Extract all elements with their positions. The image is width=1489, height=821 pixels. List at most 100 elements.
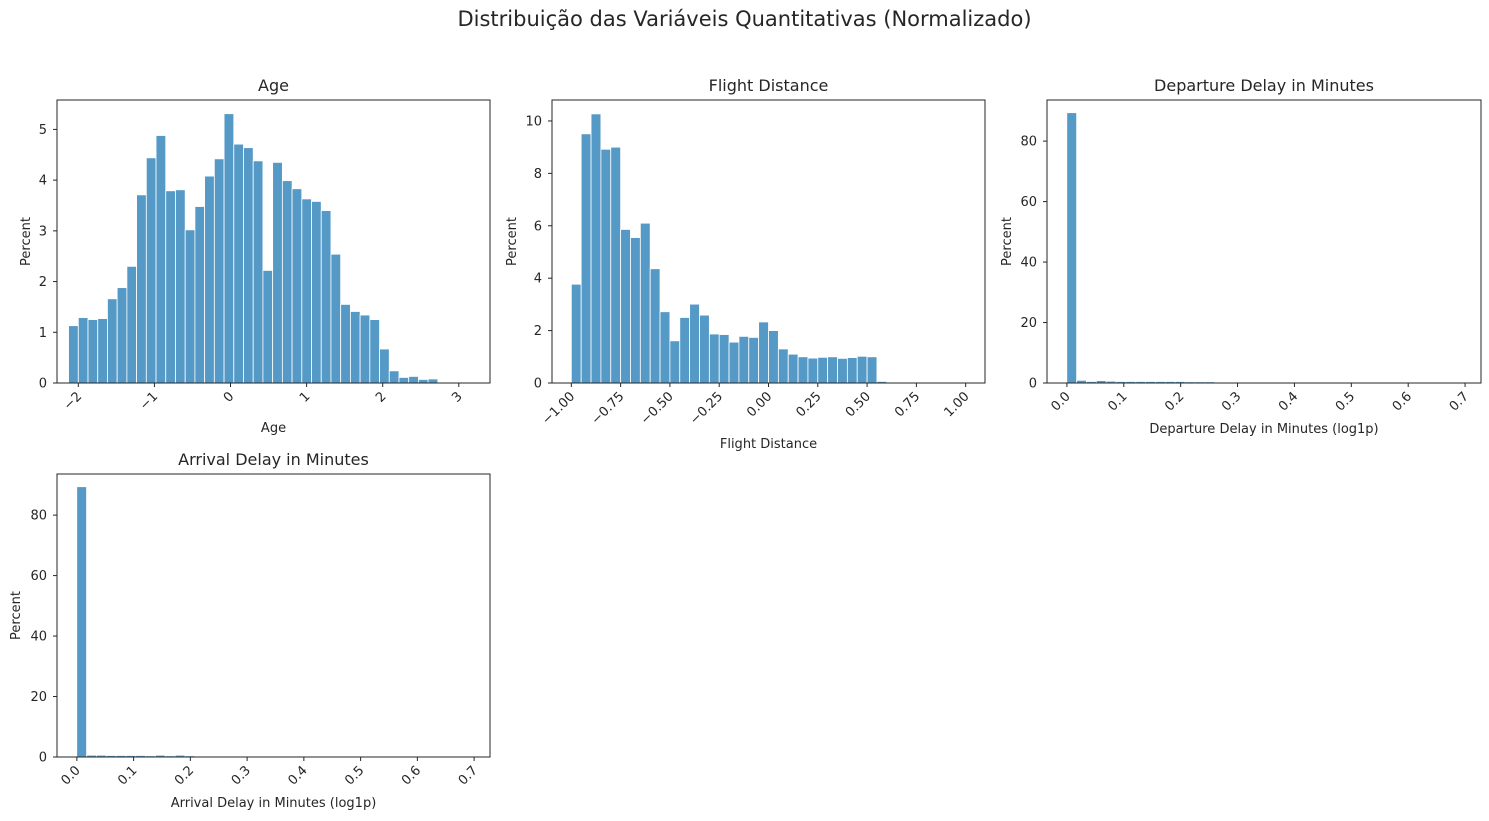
histogram-bar	[708, 333, 720, 384]
y-axis-label: Percent	[19, 217, 34, 266]
histogram-bar	[126, 265, 137, 384]
x-tick-label: 0.4	[285, 763, 310, 788]
histogram-bar	[807, 357, 819, 384]
histogram-bar	[87, 319, 99, 384]
x-tick-label: 0.5	[342, 763, 367, 788]
x-tick-label: 1.00	[941, 389, 972, 420]
histogram-bar	[427, 378, 439, 384]
y-tick-label: 10	[525, 114, 542, 129]
figure-title: Distribuição das Variáveis Quantitativas…	[457, 7, 1032, 31]
histogram-bar	[590, 113, 602, 384]
histogram-bar	[155, 135, 167, 384]
histogram-bar	[669, 340, 681, 384]
plot-frame	[56, 473, 491, 758]
y-tick-label: 80	[1020, 135, 1037, 150]
histogram-bar	[679, 317, 691, 384]
histogram-bar	[165, 190, 176, 384]
histogram-bar	[699, 314, 710, 384]
y-tick-label: 4	[534, 272, 542, 287]
y-tick-label: 0	[1029, 377, 1037, 392]
histogram-bar	[649, 268, 661, 384]
y-tick-label: 1	[39, 326, 47, 341]
subplot-title: Arrival Delay in Minutes	[178, 450, 369, 469]
histogram-bar	[379, 348, 390, 384]
histogram-bar	[777, 348, 789, 384]
histogram-bar	[768, 330, 779, 384]
x-tick-label: −1	[137, 389, 161, 413]
x-tick-label: 0.7	[1447, 389, 1472, 414]
histogram-bar	[738, 335, 750, 384]
histogram-bar	[77, 317, 89, 384]
y-tick-label: 0	[39, 751, 47, 766]
histogram-bar	[846, 357, 858, 384]
histogram-bar	[184, 229, 196, 384]
histogram-bar	[281, 180, 293, 384]
y-tick-label: 80	[30, 509, 47, 524]
x-tick-label: −0.25	[687, 389, 726, 428]
y-tick-label: 8	[534, 167, 542, 182]
y-tick-label: 60	[1020, 195, 1037, 210]
histogram-bar	[689, 303, 700, 384]
histogram-bar	[827, 356, 838, 384]
y-tick-label: 20	[30, 690, 47, 705]
subplot-4: 0 20 40 60 80 0.0 0.1 0.2 0.3 0.4 0.5 0.6 0.7 Arrival…	[9, 450, 491, 811]
subplot-2: 0 2 4 6 8 10 −1.00 −0.75 −0.50 −0.25 0.00 0.25 0.50 0…	[505, 76, 986, 452]
histogram-bar	[610, 146, 622, 384]
y-tick-label: 40	[30, 630, 47, 645]
histogram-bar	[1066, 112, 1078, 384]
histogram-bar	[398, 377, 410, 384]
histogram-bar	[639, 222, 651, 384]
histogram-bar	[145, 157, 157, 384]
histogram-bar	[175, 189, 186, 384]
histogram-bar	[97, 318, 108, 384]
histogram-bar	[116, 287, 128, 384]
histogram-bar	[291, 188, 303, 384]
histogram-bar	[243, 147, 254, 384]
histogram-bar	[311, 201, 322, 384]
y-tick-label: 20	[1020, 316, 1037, 331]
x-tick-label: 0.0	[58, 763, 83, 788]
subplot-title: Flight Distance	[709, 76, 829, 95]
x-tick-label: 0.0	[1049, 389, 1074, 414]
y-axis-label: Percent	[505, 217, 520, 266]
x-tick-label: −2	[61, 389, 85, 413]
histogram-bar	[349, 311, 361, 384]
histogram-bar	[340, 303, 351, 384]
x-tick-label: −0.75	[589, 389, 628, 428]
histogram-bar	[728, 341, 740, 384]
x-tick-label: 3	[449, 389, 465, 405]
histogram-bar	[748, 337, 760, 384]
x-axis-label: Flight Distance	[720, 437, 817, 452]
histogram-bar	[76, 486, 87, 758]
x-axis-label: Departure Delay in Minutes (log1p)	[1149, 422, 1378, 437]
x-tick-label: 0.1	[1105, 389, 1130, 414]
histogram-bar	[213, 158, 225, 384]
y-tick-label: 0	[534, 377, 542, 392]
x-tick-label: 0.75	[892, 389, 923, 420]
y-tick-label: 2	[534, 324, 542, 339]
x-axis-label: Age	[261, 421, 286, 436]
x-tick-label: 0	[221, 389, 237, 405]
histogram-bar	[359, 314, 371, 384]
x-tick-label: −0.50	[638, 389, 677, 428]
plot-frame	[56, 99, 491, 384]
histogram-bar	[223, 113, 235, 384]
histogram-bar	[408, 376, 419, 384]
histogram-bar	[620, 229, 631, 384]
x-tick-label: −1.00	[539, 389, 578, 428]
histogram-bar	[630, 237, 641, 384]
histogram-bar	[797, 356, 809, 384]
histogram-bar	[580, 133, 592, 384]
histogram-bar	[787, 353, 799, 384]
histogram-bar	[320, 210, 332, 384]
histogram-bar	[758, 321, 769, 384]
histogram-bar	[600, 148, 612, 384]
histogram-bar	[388, 370, 400, 384]
histogram-bar	[817, 356, 829, 384]
histogram-bar	[301, 198, 312, 384]
histogram-bar	[570, 283, 582, 384]
histogram-bar	[68, 325, 79, 384]
y-tick-label: 2	[39, 275, 47, 290]
x-tick-label: 0.6	[1390, 389, 1415, 414]
x-tick-label: 0.5	[1333, 389, 1358, 414]
